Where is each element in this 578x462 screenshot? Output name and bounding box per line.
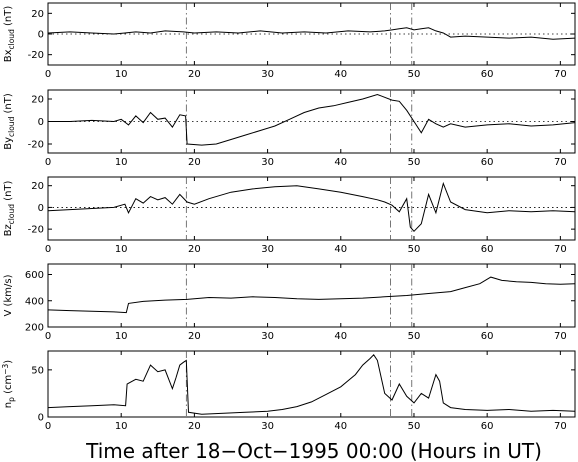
x-tick-label: 30 xyxy=(261,331,274,342)
y-axis-label-subscript: cloud xyxy=(7,29,16,50)
y-axis-label-quantity: Bz xyxy=(3,224,14,236)
series-line-by xyxy=(48,93,576,146)
y-axis-label-unit: (cm xyxy=(3,375,14,397)
y-axis-label-by: Bycloud (nT) xyxy=(3,93,16,150)
x-tick-label: 20 xyxy=(188,69,201,80)
x-tick-label: 40 xyxy=(334,421,347,432)
panel-frame xyxy=(47,176,576,241)
x-tick-label: 30 xyxy=(261,421,274,432)
x-tick-label: 70 xyxy=(554,244,567,255)
panel-frame xyxy=(47,350,576,418)
series-line-np xyxy=(47,354,576,415)
y-tick-label: 50 xyxy=(31,365,44,376)
y-axis-label-superscript: −3 xyxy=(1,363,10,374)
y-axis-label-unit-end: ) xyxy=(3,360,14,364)
x-tick-label: 0 xyxy=(45,331,51,342)
x-tick-label: 50 xyxy=(408,421,421,432)
y-tick-label: -20 xyxy=(28,50,44,61)
y-tick-label: -20 xyxy=(28,225,44,236)
x-tick-label: 20 xyxy=(188,421,201,432)
x-tick-label: 40 xyxy=(334,244,347,255)
x-tick-label: 40 xyxy=(334,331,347,342)
y-axis-label-v: V (km/s) xyxy=(3,274,14,316)
y-axis-label-subscript: cloud xyxy=(7,116,16,137)
series-line-v xyxy=(47,276,576,314)
y-tick-label: 0 xyxy=(38,117,44,128)
x-tick-label: 60 xyxy=(481,244,494,255)
x-tick-label: 10 xyxy=(115,69,128,80)
x-tick-label: 70 xyxy=(554,331,567,342)
y-axis-label-quantity: Bx xyxy=(3,49,14,62)
x-tick-label: 20 xyxy=(188,331,201,342)
y-tick-label: 200 xyxy=(25,323,44,334)
y-tick-label: 600 xyxy=(25,270,44,281)
x-tick-label: 30 xyxy=(261,244,274,255)
panel-np: 0 10 20 30 40 50 60 70 0 50 np (cm−3) xyxy=(1,350,576,432)
x-tick-label: 60 xyxy=(481,157,494,168)
x-tick-label: 10 xyxy=(115,421,128,432)
y-axis-label-subscript: p xyxy=(7,397,16,402)
y-axis-label-quantity: n xyxy=(3,402,14,408)
y-axis-label-unit: (nT) xyxy=(3,93,14,117)
y-axis-label-subscript: cloud xyxy=(7,204,16,225)
x-tick-label: 60 xyxy=(481,69,494,80)
series-line-bz xyxy=(47,181,576,233)
y-axis-label-bx: Bxcloud (nT) xyxy=(3,6,16,63)
y-tick-label: 0 xyxy=(38,30,44,41)
panel-frame xyxy=(47,89,576,154)
x-tick-label: 20 xyxy=(188,244,201,255)
x-tick-label: 50 xyxy=(408,331,421,342)
y-tick-label: 0 xyxy=(38,203,44,214)
x-tick-label: 50 xyxy=(408,157,421,168)
panel-frame xyxy=(47,263,576,328)
x-tick-label: 40 xyxy=(334,69,347,80)
y-axis-label-unit: (nT) xyxy=(3,180,14,204)
x-axis-label: Time after 18−Oct−1995 00:00 (Hours in U… xyxy=(85,439,542,462)
y-tick-label: 0 xyxy=(38,413,44,424)
x-tick-label: 70 xyxy=(554,69,567,80)
x-tick-label: 0 xyxy=(45,69,51,80)
x-tick-label: 10 xyxy=(115,157,128,168)
x-tick-label: 30 xyxy=(261,157,274,168)
series-line-bx xyxy=(47,27,576,40)
y-tick-label: 20 xyxy=(31,181,44,192)
x-tick-label: 0 xyxy=(45,421,51,432)
x-tick-label: 40 xyxy=(334,157,347,168)
x-tick-label: 50 xyxy=(408,69,421,80)
y-axis-label-unit: (km/s) xyxy=(3,274,14,309)
x-tick-label: 50 xyxy=(408,244,421,255)
y-tick-label: -20 xyxy=(28,140,44,151)
y-tick-label: 20 xyxy=(31,9,44,20)
y-axis-label-quantity: V xyxy=(3,309,14,316)
panel-frame xyxy=(47,2,576,66)
y-axis-label-unit: (nT) xyxy=(3,6,14,30)
y-tick-label: 20 xyxy=(31,95,44,106)
y-axis-label-quantity: By xyxy=(3,137,14,150)
y-axis-label-bz: Bzcloud (nT) xyxy=(3,180,16,236)
panel-v: 0 10 20 30 40 50 60 70 200 400 600 V (km/s) xyxy=(3,263,576,342)
x-tick-label: 0 xyxy=(45,157,51,168)
x-tick-label: 70 xyxy=(554,157,567,168)
x-tick-label: 70 xyxy=(554,421,567,432)
x-tick-label: 10 xyxy=(115,331,128,342)
y-axis-label-np: np (cm−3) xyxy=(1,360,16,409)
x-tick-label: 20 xyxy=(188,157,201,168)
x-tick-label: 30 xyxy=(261,69,274,80)
y-tick-label: 400 xyxy=(25,296,44,307)
x-tick-label: 60 xyxy=(481,331,494,342)
x-tick-label: 60 xyxy=(481,421,494,432)
x-tick-label: 10 xyxy=(115,244,128,255)
x-tick-label: 0 xyxy=(45,244,51,255)
